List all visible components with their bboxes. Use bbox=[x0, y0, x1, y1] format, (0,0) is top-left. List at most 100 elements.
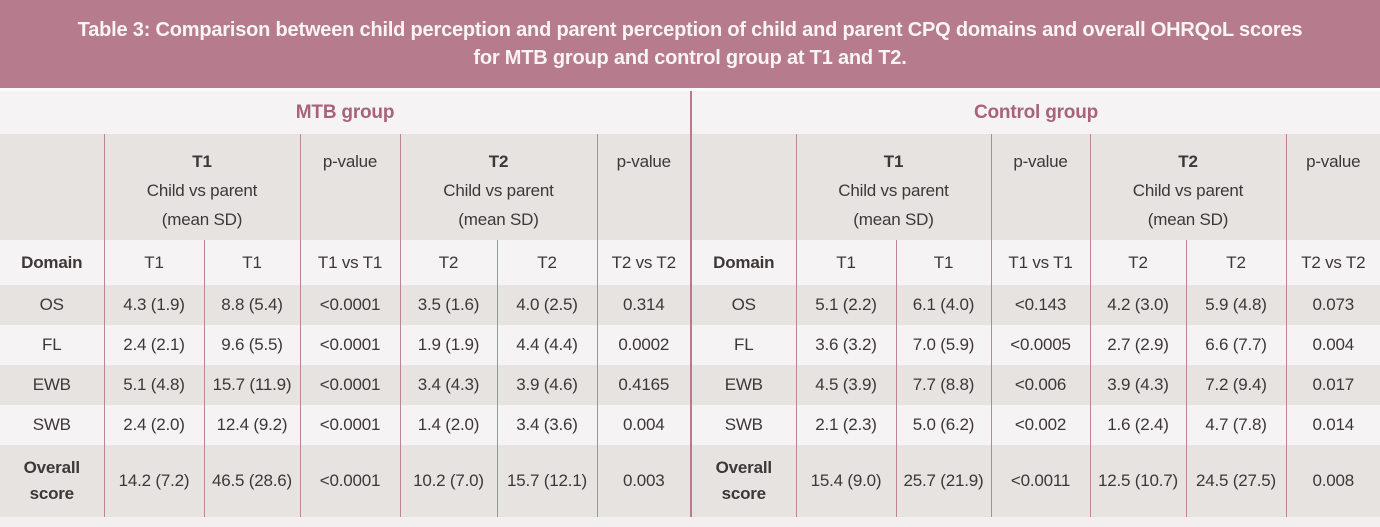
data-cell: 5.0 (6.2) bbox=[895, 405, 991, 445]
data-cell: 0.003 bbox=[596, 445, 691, 517]
group-label-control: Control group bbox=[973, 101, 1099, 123]
t2-label: T2 bbox=[488, 152, 509, 171]
data-cell: 0.314 bbox=[596, 285, 691, 325]
bottom-strip bbox=[0, 517, 1380, 527]
pvalue-header: p-value bbox=[596, 134, 691, 240]
data-cell: 1.6 (2.4) bbox=[1089, 405, 1186, 445]
table-row: EWB 5.1 (4.8) 15.7 (11.9) <0.0001 3.4 (4… bbox=[0, 365, 691, 405]
data-cell: 0.008 bbox=[1285, 445, 1380, 517]
data-cell: 7.0 (5.9) bbox=[895, 325, 991, 365]
domain-column-header: Domain bbox=[21, 252, 83, 272]
t1-label: T1 bbox=[883, 152, 904, 171]
data-cell: 4.2 (3.0) bbox=[1089, 285, 1186, 325]
domain-cell: FL bbox=[42, 335, 62, 354]
data-cell: 1.9 (1.9) bbox=[399, 325, 497, 365]
domain-cell: Overall score bbox=[715, 458, 772, 503]
data-cell: 0.017 bbox=[1285, 365, 1380, 405]
table-row: SWB 2.1 (2.3) 5.0 (6.2) <0.002 1.6 (2.4)… bbox=[692, 405, 1380, 445]
mean-sd-label: (mean SD) bbox=[161, 210, 243, 229]
t1-span-header: T1 Child vs parent (mean SD) bbox=[795, 134, 991, 240]
table-body: MTB group T1 Child vs parent (mean SD) p… bbox=[0, 91, 1380, 517]
data-cell: 3.5 (1.6) bbox=[399, 285, 497, 325]
t1-vs-t1-column-header: T1 vs T1 bbox=[299, 240, 400, 285]
data-cell: 2.1 (2.3) bbox=[795, 405, 896, 445]
data-cell: 2.4 (2.1) bbox=[103, 325, 204, 365]
table-row: OS 5.1 (2.2) 6.1 (4.0) <0.143 4.2 (3.0) … bbox=[692, 285, 1380, 325]
t2-parent-column-header: T2 bbox=[1185, 240, 1286, 285]
t1-span-header: T1 Child vs parent (mean SD) bbox=[103, 134, 300, 240]
data-cell: 9.6 (5.5) bbox=[203, 325, 300, 365]
data-cell: 15.7 (12.1) bbox=[496, 445, 597, 517]
data-cell: 15.7 (11.9) bbox=[203, 365, 300, 405]
data-cell: <0.0001 bbox=[299, 285, 400, 325]
pvalue-header: p-value bbox=[990, 134, 1090, 240]
data-cell: 24.5 (27.5) bbox=[1185, 445, 1286, 517]
pvalue-header: p-value bbox=[299, 134, 400, 240]
data-cell: 4.4 (4.4) bbox=[496, 325, 597, 365]
data-cell: 0.004 bbox=[596, 405, 691, 445]
mtb-group-section: MTB group T1 Child vs parent (mean SD) p… bbox=[0, 91, 691, 517]
t2-span-header: T2 Child vs parent (mean SD) bbox=[1089, 134, 1286, 240]
t2-vs-t2-column-header: T2 vs T2 bbox=[1285, 240, 1380, 285]
domain-cell: OS bbox=[731, 295, 756, 314]
data-cell: <0.0001 bbox=[299, 365, 400, 405]
data-cell: 25.7 (21.9) bbox=[895, 445, 991, 517]
t1-child-column-header: T1 bbox=[795, 240, 896, 285]
mean-sd-label: (mean SD) bbox=[853, 210, 934, 229]
domain-cell: FL bbox=[734, 335, 754, 354]
domain-cell: OS bbox=[39, 295, 64, 314]
data-cell: <0.0005 bbox=[990, 325, 1090, 365]
table-title-bar: Table 3: Comparison between child percep… bbox=[0, 0, 1380, 88]
data-cell: 2.7 (2.9) bbox=[1089, 325, 1186, 365]
data-cell: 12.5 (10.7) bbox=[1089, 445, 1186, 517]
t1-child-column-header: T1 bbox=[103, 240, 204, 285]
pvalue-header: p-value bbox=[1285, 134, 1380, 240]
data-cell: 1.4 (2.0) bbox=[399, 405, 497, 445]
data-cell: 2.4 (2.0) bbox=[103, 405, 204, 445]
child-vs-parent-label: Child vs parent bbox=[838, 181, 949, 200]
data-cell: 0.0002 bbox=[596, 325, 691, 365]
domain-cell: Overall score bbox=[23, 458, 80, 503]
t2-child-column-header: T2 bbox=[1089, 240, 1186, 285]
domain-cell: EWB bbox=[724, 375, 763, 394]
data-cell: <0.0011 bbox=[990, 445, 1090, 517]
t2-vs-t2-column-header: T2 vs T2 bbox=[596, 240, 691, 285]
domain-cell: SWB bbox=[32, 415, 71, 434]
mean-sd-label: (mean SD) bbox=[458, 210, 539, 229]
data-cell: <0.0001 bbox=[299, 325, 400, 365]
table-row: FL 2.4 (2.1) 9.6 (5.5) <0.0001 1.9 (1.9)… bbox=[0, 325, 691, 365]
group-label-mtb: MTB group bbox=[295, 101, 395, 123]
table-title-line2: for MTB group and control group at T1 an… bbox=[473, 47, 907, 69]
data-cell: <0.0001 bbox=[299, 405, 400, 445]
t1-vs-t1-column-header: T1 vs T1 bbox=[990, 240, 1090, 285]
child-vs-parent-label: Child vs parent bbox=[443, 181, 554, 200]
table-row: Overall score 14.2 (7.2) 46.5 (28.6) <0.… bbox=[0, 445, 691, 517]
data-cell: 12.4 (9.2) bbox=[203, 405, 300, 445]
data-cell: 46.5 (28.6) bbox=[203, 445, 300, 517]
table-title-line1: Table 3: Comparison between child percep… bbox=[77, 19, 1303, 41]
data-cell: 7.7 (8.8) bbox=[895, 365, 991, 405]
empty-header-cell bbox=[0, 134, 104, 240]
data-cell: <0.143 bbox=[990, 285, 1090, 325]
data-cell: 14.2 (7.2) bbox=[103, 445, 204, 517]
data-cell: 3.9 (4.6) bbox=[496, 365, 597, 405]
table-row: EWB 4.5 (3.9) 7.7 (8.8) <0.006 3.9 (4.3)… bbox=[692, 365, 1380, 405]
data-cell: 5.9 (4.8) bbox=[1185, 285, 1286, 325]
empty-header-cell bbox=[692, 134, 796, 240]
data-cell: 8.8 (5.4) bbox=[203, 285, 300, 325]
t2-parent-column-header: T2 bbox=[496, 240, 597, 285]
t1-parent-column-header: T1 bbox=[895, 240, 991, 285]
data-cell: 3.9 (4.3) bbox=[1089, 365, 1186, 405]
data-cell: <0.002 bbox=[990, 405, 1090, 445]
control-group-section: Control group T1 Child vs parent (mean S… bbox=[690, 91, 1380, 517]
data-cell: 3.4 (3.6) bbox=[496, 405, 597, 445]
data-cell: 15.4 (9.0) bbox=[795, 445, 896, 517]
data-cell: 4.0 (2.5) bbox=[496, 285, 597, 325]
table-row: FL 3.6 (3.2) 7.0 (5.9) <0.0005 2.7 (2.9)… bbox=[692, 325, 1380, 365]
data-cell: 3.6 (3.2) bbox=[795, 325, 896, 365]
data-cell: 6.6 (7.7) bbox=[1185, 325, 1286, 365]
t2-child-column-header: T2 bbox=[399, 240, 497, 285]
data-cell: 7.2 (9.4) bbox=[1185, 365, 1286, 405]
data-cell: 0.4165 bbox=[596, 365, 691, 405]
data-cell: 0.004 bbox=[1285, 325, 1380, 365]
